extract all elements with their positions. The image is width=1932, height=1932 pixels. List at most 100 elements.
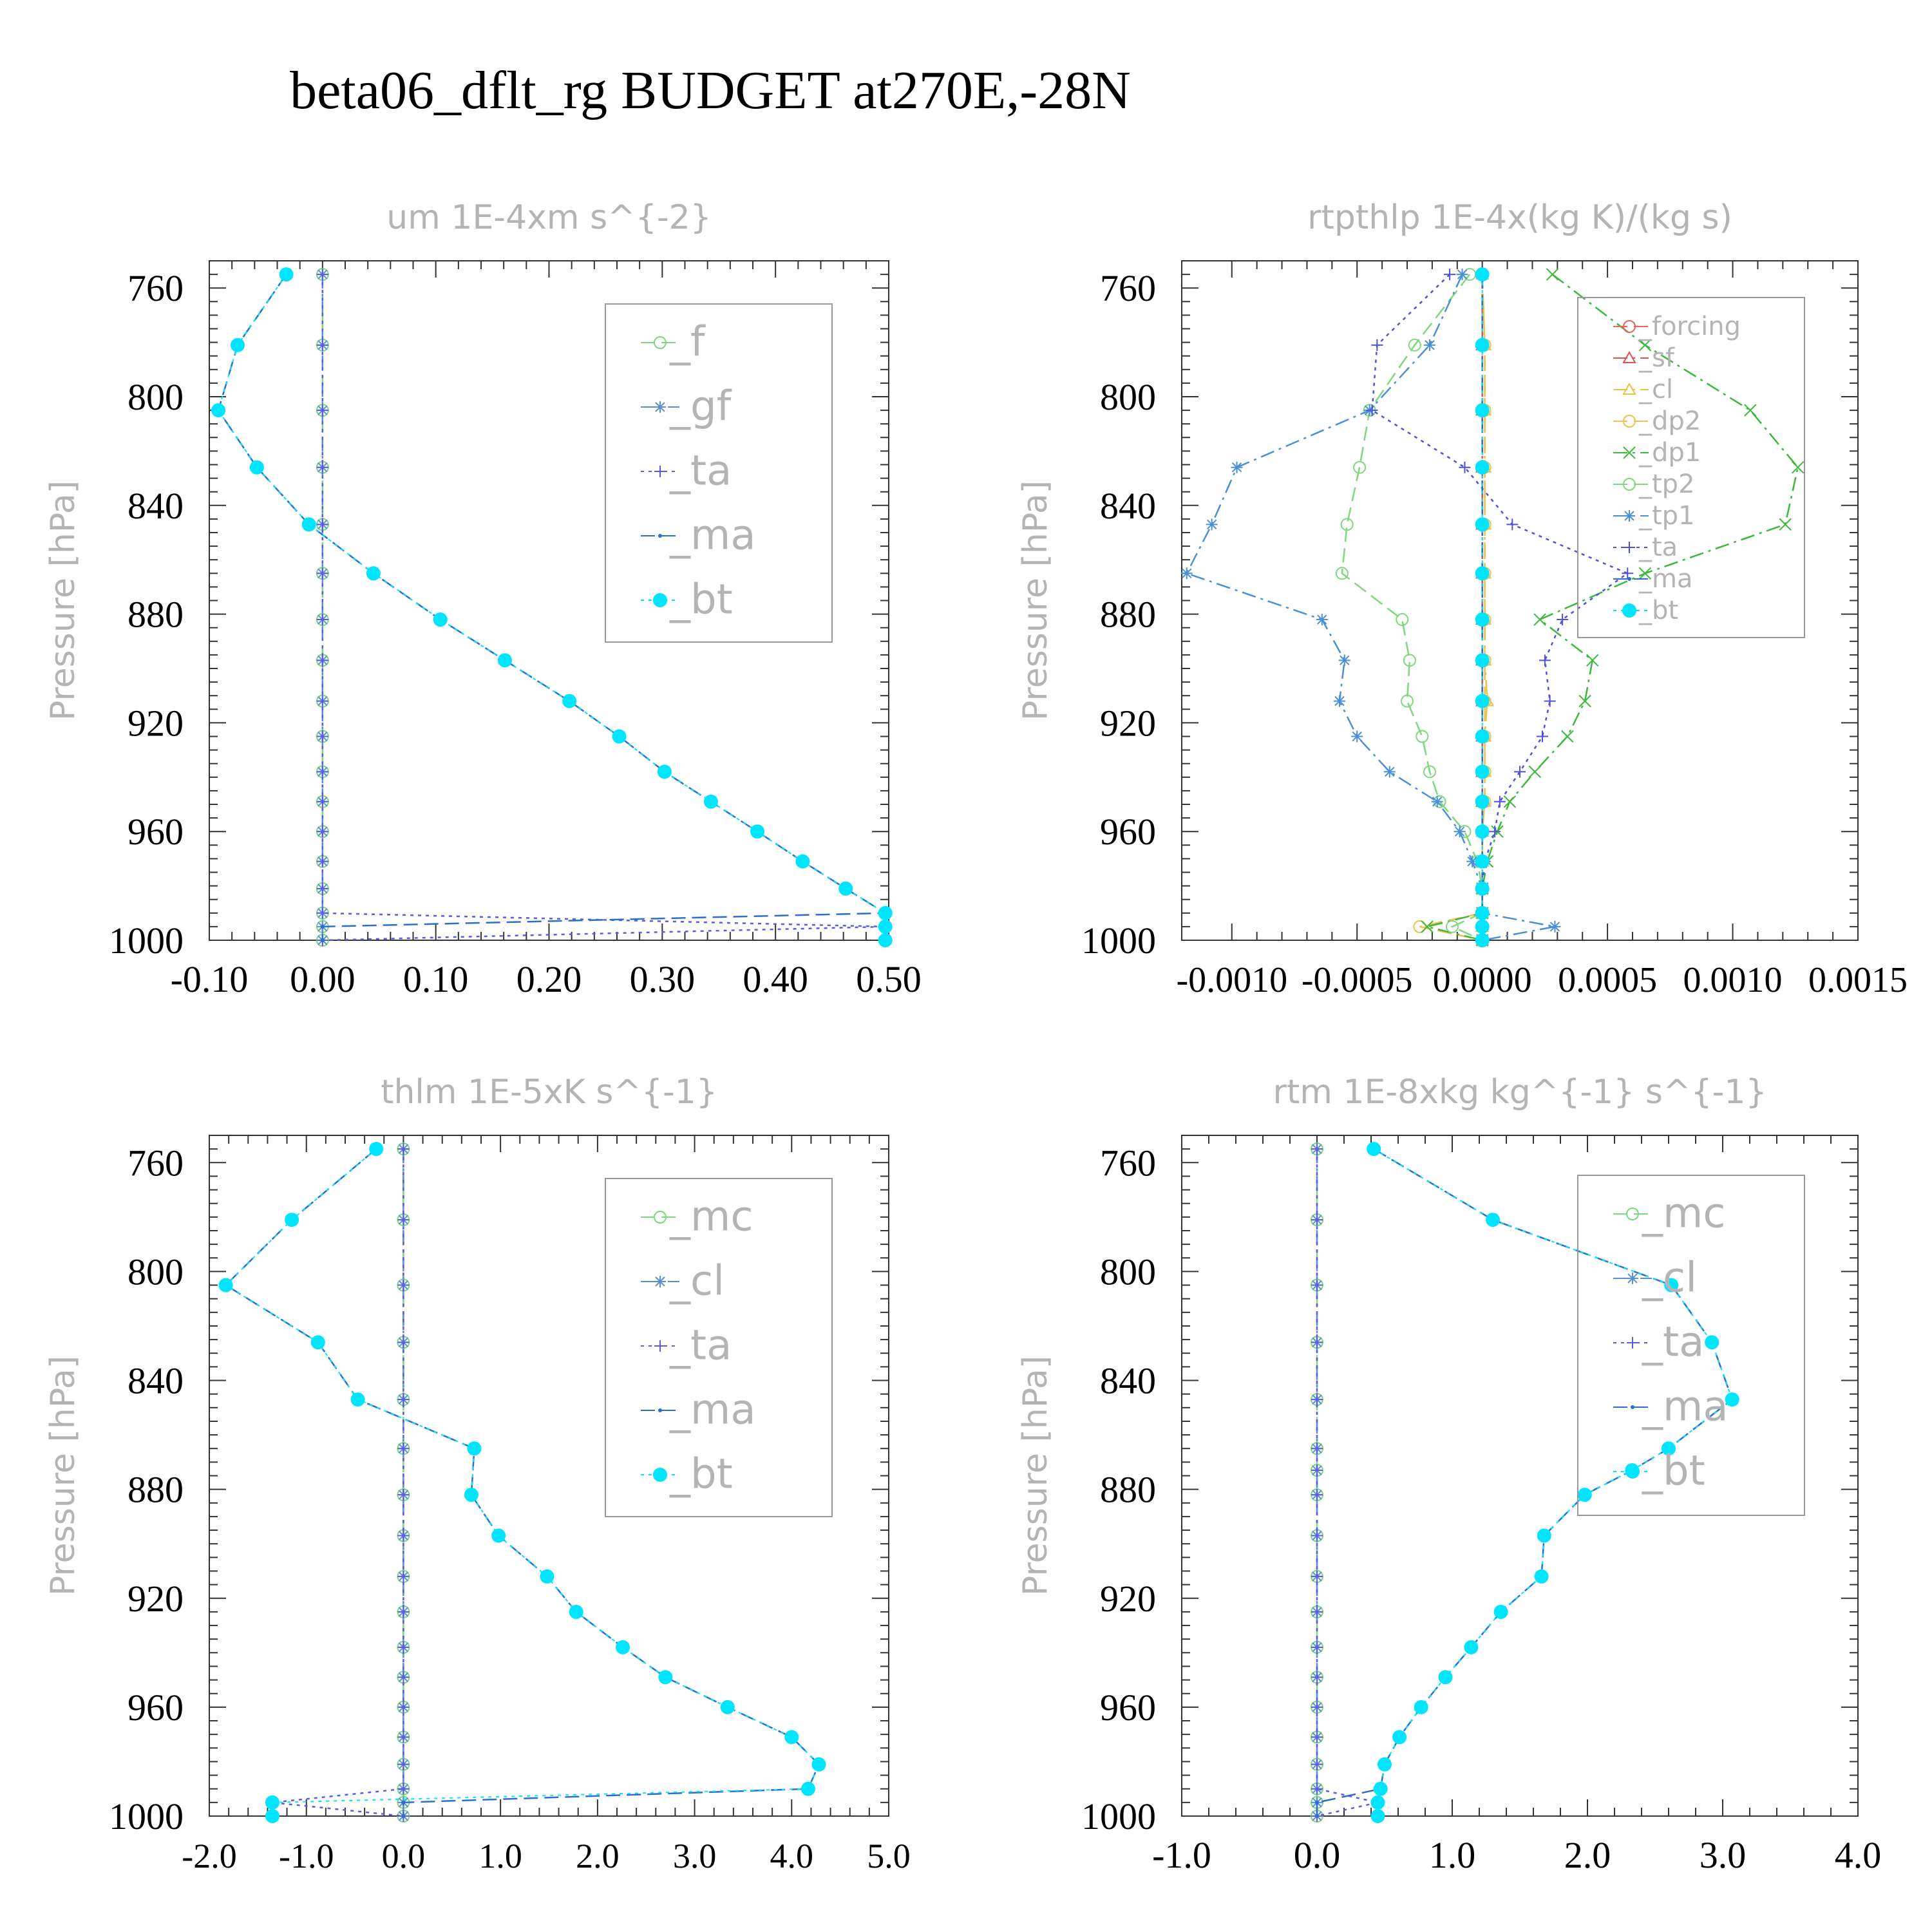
- data-point: [397, 1143, 410, 1155]
- data-point: [316, 766, 328, 778]
- y-tick-label: 1000: [109, 920, 184, 961]
- data-point: [397, 1443, 410, 1455]
- data-point: [433, 612, 448, 627]
- data-point: [1705, 1335, 1719, 1350]
- data-point: [1315, 1814, 1319, 1818]
- data-point: [1539, 654, 1551, 667]
- series-line: [217, 274, 888, 940]
- legend-label: _tp2: [1638, 469, 1695, 499]
- series-bt: [211, 267, 893, 947]
- data-point: [397, 1701, 410, 1713]
- data-point: [1454, 826, 1466, 838]
- data-point: [720, 1700, 735, 1714]
- series-line: [1371, 274, 1629, 940]
- data-point: [1577, 1488, 1592, 1502]
- data-point: [1367, 1142, 1381, 1157]
- legend-label: _dp1: [1638, 438, 1701, 468]
- y-axis-label: Pressure [hPa]: [1016, 480, 1055, 721]
- data-point: [750, 824, 765, 839]
- y-axis-label: Pressure [hPa]: [44, 480, 82, 721]
- legend-box: [605, 303, 833, 643]
- data-point: [1383, 766, 1396, 778]
- legend-label: _ma: [669, 1386, 756, 1434]
- data-point: [1316, 614, 1328, 626]
- legend-item: _ta: [641, 447, 732, 495]
- data-point: [1311, 1758, 1323, 1770]
- data-point: [397, 1731, 410, 1743]
- data-point: [249, 460, 264, 475]
- y-axis-label: Pressure [hPa]: [44, 1356, 82, 1596]
- data-point: [320, 924, 325, 929]
- y-tick-label: 880: [1100, 1469, 1156, 1511]
- legend-label: _tp1: [1638, 501, 1695, 531]
- legend: _mc _cl _ta _ma _bt: [1577, 1175, 1805, 1516]
- legend-item: _ta: [1613, 1318, 1704, 1366]
- y-tick-label: 840: [128, 1360, 184, 1402]
- legend-item: _ta: [1613, 533, 1678, 562]
- axis-ticks: [1182, 260, 1859, 941]
- legend-item: _ma: [1613, 1383, 1728, 1430]
- data-point: [1475, 653, 1490, 668]
- data-point: [800, 1781, 815, 1796]
- data-point: [1475, 905, 1490, 920]
- data-point: [878, 905, 893, 920]
- series-line: [1341, 274, 1483, 942]
- legend-label: _ta: [1642, 1318, 1704, 1366]
- data-point: [1622, 567, 1634, 580]
- data-point: [1311, 1671, 1323, 1683]
- series-tp1: [1180, 269, 1561, 946]
- legend-marker: [1623, 478, 1636, 491]
- legend-marker: [1625, 1464, 1640, 1479]
- legend-marker: [1623, 446, 1636, 459]
- legend-item: _forcing: [1613, 312, 1741, 341]
- data-point: [569, 1604, 583, 1619]
- data-point: [316, 826, 328, 838]
- legend: _mc _cl _ta _ma _bt: [605, 1178, 833, 1517]
- data-point: [1475, 933, 1490, 947]
- legend-item: _mc: [641, 1193, 753, 1240]
- legend-item: _tp2: [1613, 469, 1695, 499]
- panel-2: rtpthlp 1E-4x(kg K)/(kg s) Pressure [hPa]…: [1016, 198, 1908, 1000]
- legend-marker: [654, 1276, 666, 1287]
- legend-item: _bt: [1613, 596, 1678, 625]
- data-point: [838, 881, 853, 896]
- legend-marker: [1622, 382, 1636, 395]
- data-point: [1370, 1795, 1385, 1810]
- data-point: [1466, 855, 1479, 867]
- axis-ticks: [209, 260, 889, 941]
- y-tick-label: 920: [128, 1578, 184, 1620]
- data-point: [366, 566, 381, 581]
- data-point: [1544, 695, 1556, 707]
- data-point: [320, 938, 325, 942]
- y-tick-label: 800: [1100, 1251, 1156, 1293]
- data-point: [1311, 1214, 1323, 1226]
- x-tick-label: 0.0: [382, 1837, 426, 1875]
- data-point: [397, 1641, 410, 1653]
- data-point: [1311, 1489, 1323, 1501]
- data-point: [1392, 1730, 1407, 1745]
- legend-item: _cl: [1613, 1254, 1697, 1302]
- data-point: [397, 1783, 410, 1795]
- data-point: [1475, 881, 1490, 896]
- data-point: [316, 339, 328, 351]
- panel-title: thlm 1E-5xK s^{-1}: [381, 1073, 717, 1112]
- x-tick-label: -0.10: [171, 958, 249, 1000]
- legend-item: _sf: [1613, 343, 1675, 373]
- data-point: [397, 1214, 410, 1226]
- data-point: [1475, 854, 1490, 869]
- legend-label: _cl: [1638, 375, 1673, 404]
- legend-label: _mc: [669, 1193, 753, 1240]
- data-point: [1578, 694, 1591, 708]
- data-point: [1725, 1392, 1739, 1407]
- data-point: [397, 1489, 410, 1501]
- data-point: [1475, 460, 1490, 475]
- data-point: [1475, 403, 1490, 418]
- data-point: [316, 695, 328, 707]
- series-ta: [266, 1143, 410, 1822]
- x-tick-label: 0.0015: [1808, 960, 1908, 1000]
- y-tick-label: 1000: [1081, 1795, 1156, 1837]
- data-point: [1370, 1809, 1385, 1823]
- data-point: [1475, 919, 1490, 934]
- data-point: [1561, 730, 1574, 743]
